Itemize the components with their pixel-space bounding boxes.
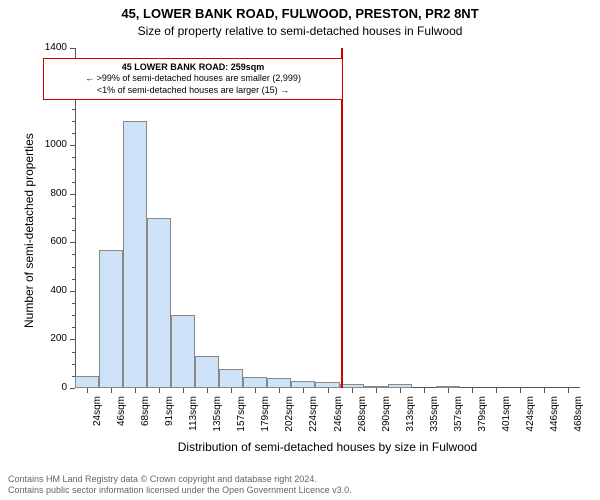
x-tick [448, 388, 449, 393]
x-axis-label: Distribution of semi-detached houses by … [75, 440, 580, 454]
x-tick-label: 24sqm [92, 396, 103, 436]
y-minor-tick [72, 364, 75, 365]
y-minor-tick [72, 218, 75, 219]
y-minor-tick [72, 157, 75, 158]
x-tick-label: 113sqm [188, 396, 199, 436]
x-tick-label: 179sqm [260, 396, 271, 436]
histogram-chart: 45, LOWER BANK ROAD, FULWOOD, PRESTON, P… [0, 0, 600, 500]
x-tick [496, 388, 497, 393]
y-axis-label: Number of semi-detached properties [22, 133, 36, 328]
y-tick-label: 1400 [27, 42, 67, 53]
footer-line-2: Contains public sector information licen… [8, 485, 352, 496]
y-minor-tick [72, 169, 75, 170]
y-tick [70, 194, 75, 195]
x-tick [135, 388, 136, 393]
y-tick [70, 48, 75, 49]
y-tick-label: 400 [27, 285, 67, 296]
y-tick [70, 388, 75, 389]
footer-line-1: Contains HM Land Registry data © Crown c… [8, 474, 352, 485]
x-tick-label: 246sqm [333, 396, 344, 436]
x-tick-label: 446sqm [549, 396, 560, 436]
x-tick-label: 157sqm [236, 396, 247, 436]
x-tick [303, 388, 304, 393]
y-tick-label: 1000 [27, 139, 67, 150]
histogram-bar [75, 376, 99, 388]
y-minor-tick [72, 182, 75, 183]
histogram-bar [147, 218, 171, 388]
x-tick-label: 202sqm [284, 396, 295, 436]
y-tick [70, 242, 75, 243]
x-tick-label: 424sqm [525, 396, 536, 436]
x-tick-label: 335sqm [429, 396, 440, 436]
x-tick [520, 388, 521, 393]
chart-title: 45, LOWER BANK ROAD, FULWOOD, PRESTON, P… [0, 6, 600, 21]
y-tick-label: 800 [27, 188, 67, 199]
x-tick [279, 388, 280, 393]
footer-attribution: Contains HM Land Registry data © Crown c… [8, 474, 352, 496]
y-minor-tick [72, 254, 75, 255]
y-minor-tick [72, 133, 75, 134]
y-minor-tick [72, 121, 75, 122]
y-tick [70, 291, 75, 292]
y-tick-label: 0 [27, 382, 67, 393]
x-tick [255, 388, 256, 393]
x-tick [352, 388, 353, 393]
histogram-bar [267, 378, 291, 388]
x-tick [159, 388, 160, 393]
x-tick [183, 388, 184, 393]
y-minor-tick [72, 327, 75, 328]
x-tick [472, 388, 473, 393]
x-tick-label: 401sqm [501, 396, 512, 436]
y-tick [70, 339, 75, 340]
x-tick [544, 388, 545, 393]
x-tick [400, 388, 401, 393]
histogram-bar [219, 369, 243, 388]
x-tick [424, 388, 425, 393]
histogram-bar [99, 250, 123, 388]
histogram-bar [195, 356, 219, 388]
y-minor-tick [72, 206, 75, 207]
y-minor-tick [72, 109, 75, 110]
x-tick-label: 468sqm [573, 396, 584, 436]
x-tick [231, 388, 232, 393]
x-tick [87, 388, 88, 393]
x-tick [376, 388, 377, 393]
y-minor-tick [72, 352, 75, 353]
annotation-line-1: 45 LOWER BANK ROAD: 259sqm [48, 62, 338, 73]
y-tick [70, 145, 75, 146]
x-tick-label: 135sqm [212, 396, 223, 436]
x-tick-label: 357sqm [453, 396, 464, 436]
x-tick-label: 46sqm [116, 396, 127, 436]
x-tick-label: 268sqm [357, 396, 368, 436]
annotation-box: 45 LOWER BANK ROAD: 259sqm← >99% of semi… [43, 58, 343, 100]
y-minor-tick [72, 279, 75, 280]
x-tick [111, 388, 112, 393]
x-tick-label: 91sqm [164, 396, 175, 436]
y-minor-tick [72, 230, 75, 231]
x-tick [328, 388, 329, 393]
x-tick [568, 388, 569, 393]
chart-subtitle: Size of property relative to semi-detach… [0, 24, 600, 38]
y-minor-tick [72, 315, 75, 316]
y-minor-tick [72, 267, 75, 268]
y-tick-label: 600 [27, 236, 67, 247]
x-tick-label: 290sqm [381, 396, 392, 436]
y-tick-label: 200 [27, 333, 67, 344]
histogram-bar [291, 381, 315, 388]
histogram-bar [171, 315, 195, 388]
annotation-line-3: <1% of semi-detached houses are larger (… [48, 85, 338, 96]
annotation-line-2: ← >99% of semi-detached houses are small… [48, 73, 338, 84]
x-tick [207, 388, 208, 393]
y-minor-tick [72, 303, 75, 304]
x-tick-label: 313sqm [405, 396, 416, 436]
histogram-bar [243, 377, 267, 388]
x-tick-label: 224sqm [308, 396, 319, 436]
x-tick-label: 68sqm [140, 396, 151, 436]
x-tick-label: 379sqm [477, 396, 488, 436]
histogram-bar [123, 121, 147, 388]
